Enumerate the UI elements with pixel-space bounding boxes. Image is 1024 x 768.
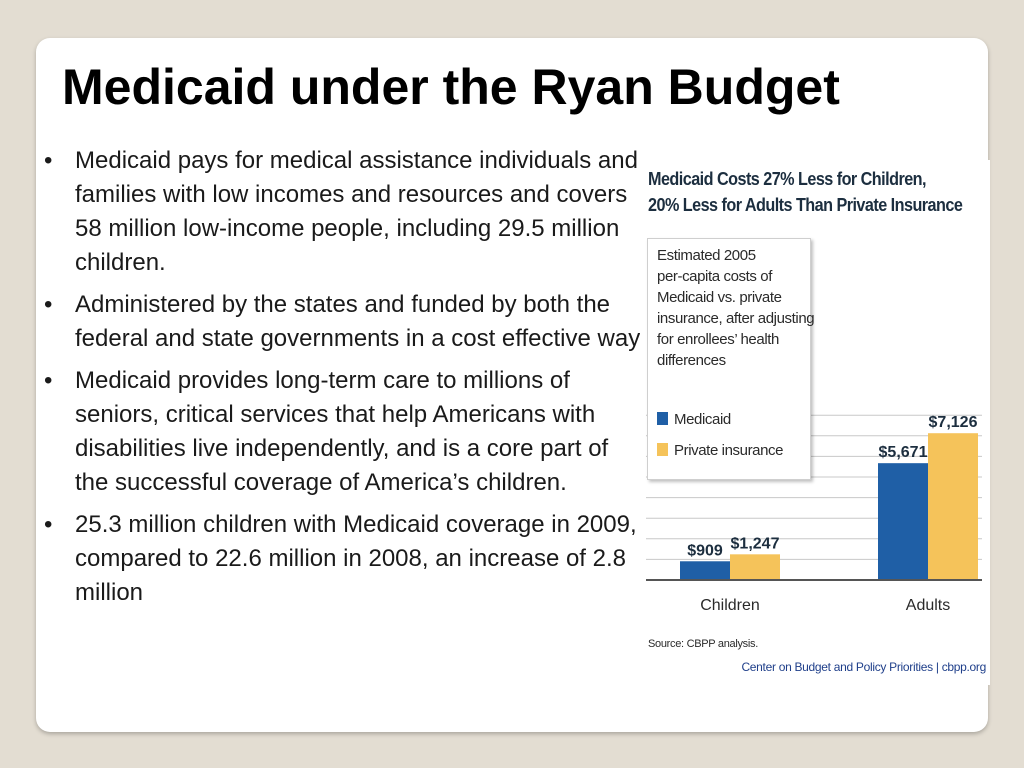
legend-item-private-insurance: Private insurance xyxy=(657,442,783,459)
chart-plot: $909 $5,671 $1,247 $7,126 Children Adults xyxy=(646,414,982,614)
legend-note-line: per-capita costs of xyxy=(657,268,772,285)
data-label: $5,671 xyxy=(879,444,928,461)
bar-medicaid xyxy=(878,463,928,580)
legend-swatch-medicaid xyxy=(657,412,668,425)
bullet-text: Medicaid provides long-term care to mill… xyxy=(75,367,609,496)
data-label: $909 xyxy=(687,542,723,559)
bullet-marker: • xyxy=(44,147,53,174)
bullet-marker: • xyxy=(44,291,53,318)
bar-private-insurance xyxy=(928,433,978,580)
legend-label: Medicaid xyxy=(674,411,731,428)
legend-swatch-private-insurance xyxy=(657,443,668,456)
legend-note: Estimated 2005 per-capita costs of Medic… xyxy=(657,245,815,371)
legend-item-medicaid: Medicaid xyxy=(657,411,731,428)
bar-private-insurance xyxy=(730,554,780,580)
bullet-text: 25.3 million children with Medicaid cove… xyxy=(75,511,637,606)
bullet-item: • Administered by the states and funded … xyxy=(42,288,642,356)
chart-credit: Center on Budget and Policy Priorities |… xyxy=(741,660,986,674)
bullet-marker: • xyxy=(44,511,53,538)
legend-note-line: insurance, after adjusting xyxy=(657,310,815,327)
legend-note-line: Medicaid vs. private xyxy=(657,289,782,306)
chart-title: Medicaid Costs 27% Less for Children, 20… xyxy=(648,166,963,218)
bullet-item: • Medicaid pays for medical assistance i… xyxy=(42,144,642,280)
data-label: $7,126 xyxy=(929,414,978,431)
legend-box: Estimated 2005 per-capita costs of Medic… xyxy=(647,238,815,480)
legend-note-line: differences xyxy=(657,352,726,369)
legend-note-line: Estimated 2005 xyxy=(657,247,756,264)
bullet-text: Medicaid pays for medical assistance ind… xyxy=(75,147,638,276)
x-tick-label: Children xyxy=(700,597,760,614)
chart-figure: $909 $5,671 $1,247 $7,126 Children Adults Me… xyxy=(640,160,990,685)
legend-label: Private insurance xyxy=(674,442,784,459)
legend-note-line: for enrollees’ health xyxy=(657,331,779,348)
chart-title-line: Medicaid Costs 27% Less for Children, xyxy=(648,169,927,189)
chart-title-line: 20% Less for Adults Than Private Insuran… xyxy=(648,195,963,215)
x-tick-label: Adults xyxy=(906,597,950,614)
data-label: $1,247 xyxy=(731,535,780,552)
chart-source: Source: CBPP analysis. xyxy=(648,638,758,650)
bullet-text: Administered by the states and funded by… xyxy=(75,291,641,352)
bullet-item: • 25.3 million children with Medicaid co… xyxy=(42,508,642,610)
bullet-item: • Medicaid provides long-term care to mi… xyxy=(42,364,642,500)
bullet-list: • Medicaid pays for medical assistance i… xyxy=(42,144,642,618)
bar-medicaid xyxy=(680,561,730,580)
bullet-marker: • xyxy=(44,367,53,394)
slide-title: Medicaid under the Ryan Budget xyxy=(62,59,840,115)
